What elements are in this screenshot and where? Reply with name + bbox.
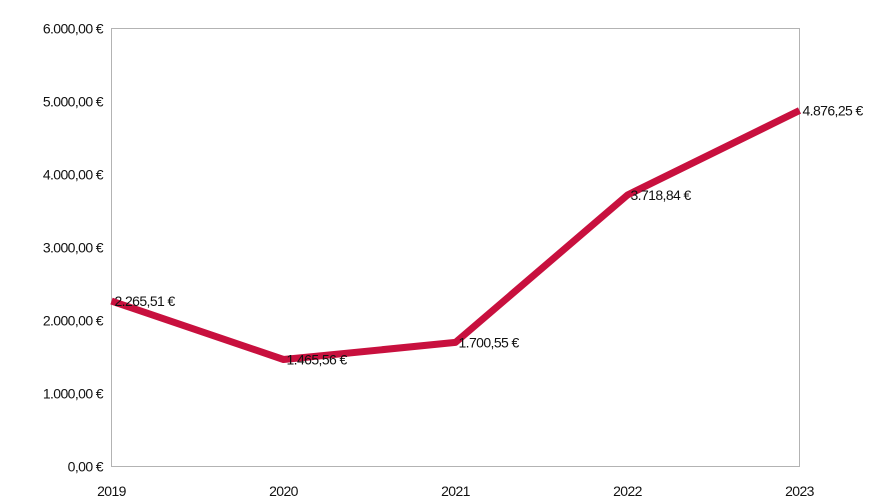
plot-area-frame: [111, 28, 800, 467]
x-axis-ticks: 2019 2020 2021 2022 2023: [97, 483, 815, 498]
y-tick-label: 3.000,00 €: [43, 240, 104, 256]
data-label: 3.718,84 €: [631, 187, 692, 203]
x-tick-label: 2022: [613, 483, 643, 498]
x-tick-label: 2023: [785, 483, 815, 498]
y-tick-label: 6.000,00 €: [43, 21, 104, 37]
series-layer: [110, 107, 802, 363]
series-line: [110, 107, 802, 363]
x-tick-label: 2021: [441, 483, 471, 498]
data-label: 4.876,25 €: [803, 103, 864, 119]
y-tick-label: 4.000,00 €: [43, 167, 104, 183]
y-tick-label: 5.000,00 €: [43, 94, 104, 110]
y-tick-label: 1.000,00 €: [43, 386, 104, 402]
data-labels: 2.265,51 € 1.465,56 € 1.700,55 € 3.718,84 €…: [115, 103, 865, 368]
data-label: 1.700,55 €: [459, 334, 520, 350]
y-tick-label: 0,00 €: [68, 459, 104, 475]
data-label: 1.465,56 €: [287, 352, 348, 368]
y-tick-label: 2.000,00 €: [43, 313, 104, 329]
x-tick-label: 2019: [97, 483, 127, 498]
x-tick-label: 2020: [269, 483, 299, 498]
y-axis-ticks: 0,00 € 1.000,00 € 2.000,00 € 3.000,00 € 4.00…: [43, 21, 105, 475]
data-label: 2.265,51 €: [115, 293, 176, 309]
